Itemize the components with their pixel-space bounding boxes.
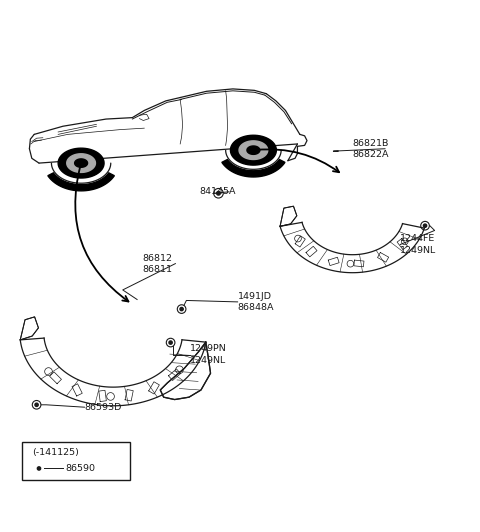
Text: 86590: 86590	[65, 464, 96, 473]
Circle shape	[216, 192, 220, 195]
Polygon shape	[280, 206, 297, 226]
Text: 1491JD
86848A: 1491JD 86848A	[238, 292, 274, 312]
Text: 86593D: 86593D	[84, 403, 122, 412]
Circle shape	[35, 403, 38, 406]
Text: 86821B
86822A: 86821B 86822A	[352, 139, 389, 159]
Circle shape	[169, 341, 172, 344]
Polygon shape	[280, 222, 424, 273]
Polygon shape	[48, 173, 114, 191]
Text: (-141125): (-141125)	[32, 448, 79, 457]
Text: 1244FE
1249NL: 1244FE 1249NL	[400, 235, 437, 254]
Circle shape	[37, 467, 41, 470]
Text: 84145A: 84145A	[199, 187, 236, 196]
Circle shape	[37, 462, 41, 466]
Polygon shape	[20, 317, 38, 340]
Circle shape	[423, 224, 427, 227]
FancyBboxPatch shape	[22, 442, 130, 480]
Polygon shape	[160, 342, 211, 400]
Polygon shape	[20, 338, 206, 406]
Circle shape	[180, 307, 183, 311]
Text: 1249PN
1249NL: 1249PN 1249NL	[190, 345, 227, 364]
Polygon shape	[222, 160, 285, 177]
Polygon shape	[239, 141, 268, 160]
Polygon shape	[75, 159, 87, 167]
Polygon shape	[67, 154, 96, 172]
Polygon shape	[247, 146, 260, 154]
Polygon shape	[58, 148, 104, 178]
Polygon shape	[230, 135, 276, 165]
Text: 86812
86811: 86812 86811	[142, 254, 172, 273]
